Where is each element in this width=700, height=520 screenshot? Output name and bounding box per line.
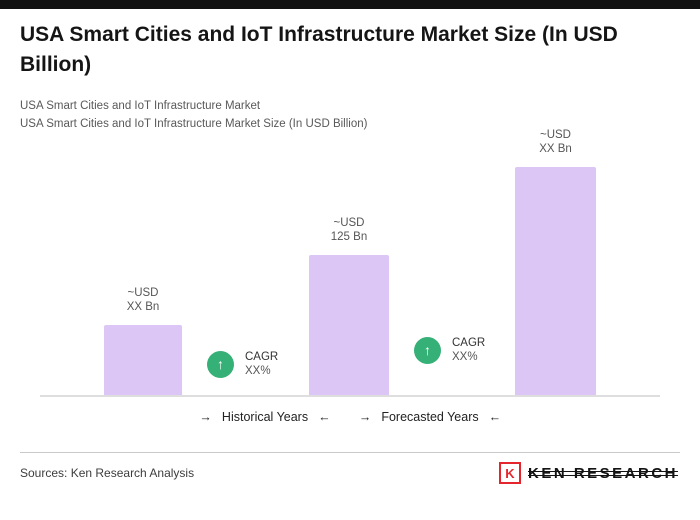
ken-research-logo: K KEN RESEARCH <box>498 462 679 484</box>
axis-range-historical: → Historical Years ← <box>150 410 380 424</box>
up-arrow-glyph: ↑ <box>217 356 224 372</box>
cagr-badge-1: ↑ CAGR XX% <box>207 350 278 378</box>
right-arrow-icon: → <box>199 410 212 424</box>
page-title: USA Smart Cities and IoT Infrastructure … <box>20 23 618 77</box>
right-arrow-icon: → <box>358 410 372 424</box>
cagr-value: XX% <box>452 351 478 363</box>
bar-rect <box>309 255 389 395</box>
cagr-label: CAGR <box>452 337 486 349</box>
sources-text: Sources: Ken Research Analysis <box>20 466 195 480</box>
bar-value-label: ~USD XX Bn <box>127 286 160 314</box>
bar-label-line2: XX Bn <box>539 143 572 155</box>
bar-label-line1: ~USD <box>127 287 159 299</box>
growth-up-arrow-icon: ↑ <box>414 336 441 364</box>
left-arrow-icon: ← <box>488 410 502 424</box>
footer-divider <box>20 452 680 453</box>
cagr-text: CAGR XX% <box>245 350 278 378</box>
axis-range-forecasted: → Forecasted Years ← <box>330 410 530 424</box>
cagr-value: XX% <box>245 365 271 377</box>
chart-subtitle-1: USA Smart Cities and IoT Infrastructure … <box>20 100 261 112</box>
bar-label-line1: ~USD <box>333 217 365 229</box>
cagr-text: CAGR XX% <box>452 336 485 364</box>
ken-research-k-icon: K <box>498 462 521 484</box>
bar-label-line1: ~USD <box>539 129 571 141</box>
bar-chart: ~USD XX Bn ~USD 125 Bn ~USD XX Bn ↑ CAGR… <box>40 129 660 397</box>
growth-up-arrow-icon: ↑ <box>207 350 234 378</box>
bar-group-current: ~USD 125 Bn <box>309 216 389 395</box>
up-arrow-glyph: ↑ <box>424 342 431 358</box>
bar-group-historical: ~USD XX Bn <box>104 286 182 395</box>
bar-rect <box>104 325 182 395</box>
cagr-badge-2: ↑ CAGR XX% <box>414 336 485 364</box>
bar-label-line2: 125 Bn <box>330 231 368 243</box>
ken-research-wordmark: KEN RESEARCH <box>527 464 679 482</box>
axis-range-label: Historical Years <box>221 410 309 424</box>
left-arrow-icon: ← <box>318 410 331 424</box>
bar-value-label: ~USD 125 Bn <box>331 216 367 244</box>
bar-rect <box>515 167 596 395</box>
cagr-label: CAGR <box>245 351 279 363</box>
bar-label-line2: XX Bn <box>126 301 160 313</box>
bar-value-label: ~USD XX Bn <box>539 128 572 156</box>
bar-group-forecasted: ~USD XX Bn <box>515 128 596 395</box>
axis-range-label: Forecasted Years <box>381 410 479 424</box>
top-accent-bar <box>0 0 700 9</box>
chart-subtitle-2: USA Smart Cities and IoT Infrastructure … <box>20 118 368 130</box>
